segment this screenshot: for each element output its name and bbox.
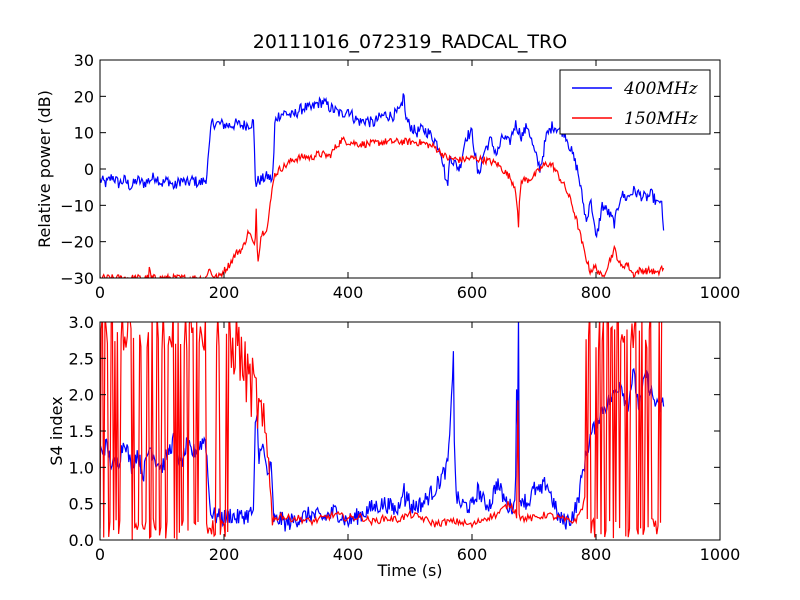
x-tick-label: 0 (95, 283, 105, 302)
y-axis-label: Relative power (dB) (35, 90, 54, 248)
legend: 400MHz 150MHz (559, 69, 711, 135)
legend-label: 400MHz (623, 79, 699, 99)
y-tick-label: 2.0 (69, 386, 94, 405)
series-line-0-1 (100, 136, 665, 278)
y-tick-label: 1.0 (69, 458, 94, 477)
y-tick-label: −30 (60, 269, 94, 288)
x-tick-label: 600 (457, 545, 488, 564)
series-line-0-0 (100, 93, 665, 239)
top-panel-power: 0 200 400 600 800 1000 −30 −20 −10 0 10 20 30 Relativ… (35, 51, 740, 302)
x-tick-label: 400 (333, 545, 364, 564)
y-tick-label: 30 (74, 51, 94, 70)
x-tick-label: 200 (209, 283, 240, 302)
x-tick-label: 0 (95, 545, 105, 564)
legend-label: 150MHz (624, 109, 699, 129)
x-tick-label: 1000 (700, 283, 741, 302)
y-tick-label: 20 (74, 87, 94, 106)
y-axis-label: S4 index (47, 396, 66, 465)
x-tick-label: 800 (581, 283, 612, 302)
bottom-panel-s4: 0 200 400 600 800 1000 0.0 0.5 1.0 1.5 2.0 2.5 3.0 S4… (47, 313, 741, 580)
x-axis-label: Time (s) (376, 561, 442, 580)
y-tick-label: 0.5 (69, 495, 94, 514)
y-tick-label: 0 (84, 160, 94, 179)
series-line-1-1 (100, 322, 663, 540)
chart-title: 20111016_072319_RADCAL_TRO (253, 31, 567, 53)
y-tick-label: 3.0 (69, 313, 94, 332)
y-tick-label: 0.0 (69, 531, 94, 550)
x-tick-label: 1000 (700, 545, 741, 564)
y-tick-label: 1.5 (69, 422, 94, 441)
x-tick-label: 400 (333, 283, 364, 302)
y-tick-label: −20 (60, 233, 94, 252)
y-tick-label: 2.5 (69, 349, 94, 368)
x-tick-label: 600 (457, 283, 488, 302)
y-tick-label: 10 (74, 124, 94, 143)
y-tick-label: −10 (60, 196, 94, 215)
x-tick-label: 800 (581, 545, 612, 564)
x-tick-label: 200 (209, 545, 240, 564)
